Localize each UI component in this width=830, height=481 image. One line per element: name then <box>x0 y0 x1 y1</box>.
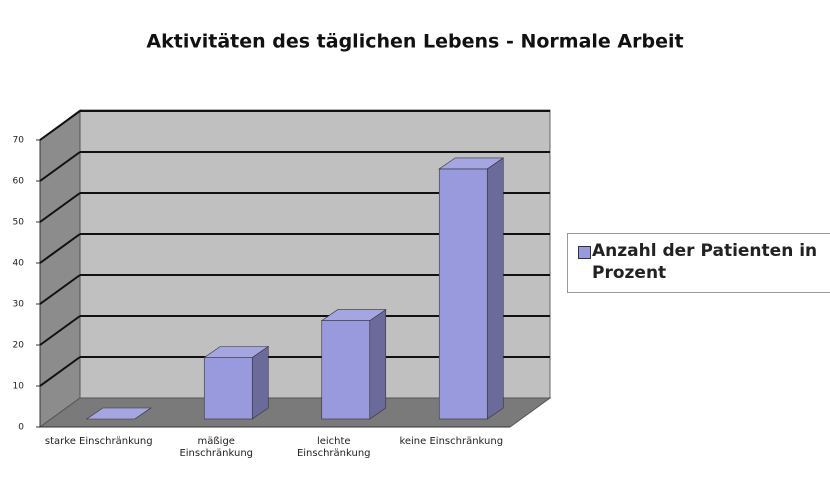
y-tick-label: 20 <box>13 341 25 351</box>
grid-line <box>39 151 81 182</box>
y-tick-label: 30 <box>13 300 25 310</box>
grid-line <box>39 233 81 264</box>
bar-top <box>203 346 270 358</box>
grid-line <box>39 315 81 346</box>
bar <box>321 320 371 420</box>
bar <box>203 357 253 420</box>
bar-top <box>85 407 152 420</box>
x-tick-label: leichte Einschränkung <box>296 436 371 459</box>
legend-swatch <box>578 246 591 259</box>
x-tick-label: keine Einschränkung <box>399 436 504 447</box>
x-tick-label: starke Einschränkung <box>44 436 153 447</box>
y-tick-label: 10 <box>13 382 25 392</box>
chart-title: Aktivitäten des täglichen Lebens - Norma… <box>146 31 683 53</box>
y-tick-label: 40 <box>13 259 25 269</box>
bar-side <box>486 157 504 420</box>
bar-top <box>320 309 387 321</box>
y-tick-label: 50 <box>13 218 25 228</box>
legend-label: Anzahl der Patienten in Prozent <box>592 241 818 283</box>
y-tick-label: 70 <box>13 136 25 146</box>
bar-side <box>251 345 269 420</box>
x-tick-label: mäßige Einschränkung <box>179 436 254 459</box>
y-tick-label: 60 <box>13 177 25 187</box>
grid-line <box>39 274 81 305</box>
bar <box>438 168 488 420</box>
bar-side <box>369 309 387 420</box>
bar-top <box>438 157 505 170</box>
grid-line <box>39 192 81 223</box>
y-tick-label: 0 <box>18 423 24 433</box>
grid-line <box>39 356 81 387</box>
legend: Anzahl der Patienten in Prozent <box>567 233 830 293</box>
grid-line <box>39 110 81 141</box>
